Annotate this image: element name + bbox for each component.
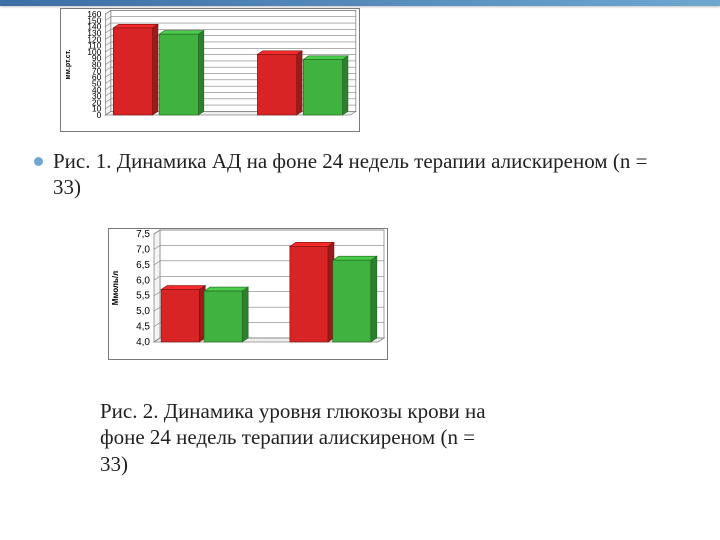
svg-text:Ммоль/л: Ммоль/л (111, 271, 120, 305)
svg-text:7,5: 7,5 (136, 229, 150, 240)
svg-text:5,0: 5,0 (136, 306, 150, 317)
chart-1: 0102030405060708090100110120130140150160… (60, 8, 360, 132)
bullet-icon (34, 157, 43, 166)
caption-1-block: Рис. 1. Динамика АД на фоне 24 недель те… (34, 148, 674, 201)
slide: 0102030405060708090100110120130140150160… (0, 0, 720, 540)
svg-text:5,5: 5,5 (136, 291, 150, 302)
svg-text:4,0: 4,0 (136, 337, 150, 348)
svg-text:4,5: 4,5 (136, 322, 150, 333)
caption-1-text: Рис. 1. Динамика АД на фоне 24 недель те… (53, 148, 674, 201)
svg-text:6,5: 6,5 (136, 260, 150, 271)
chart-2: 4,0 4,5 5,0 5,5 6,0 6,5 7,0 7,5 Ммоль/л (108, 228, 388, 360)
caption-2-text: Рис. 2. Динамика уровня глюкозы крови на… (100, 398, 490, 477)
svg-text:160: 160 (87, 9, 101, 19)
svg-text:6,0: 6,0 (136, 275, 150, 286)
svg-text:мм.рт.ст.: мм.рт.ст. (65, 50, 72, 80)
svg-text:7,0: 7,0 (136, 244, 150, 255)
